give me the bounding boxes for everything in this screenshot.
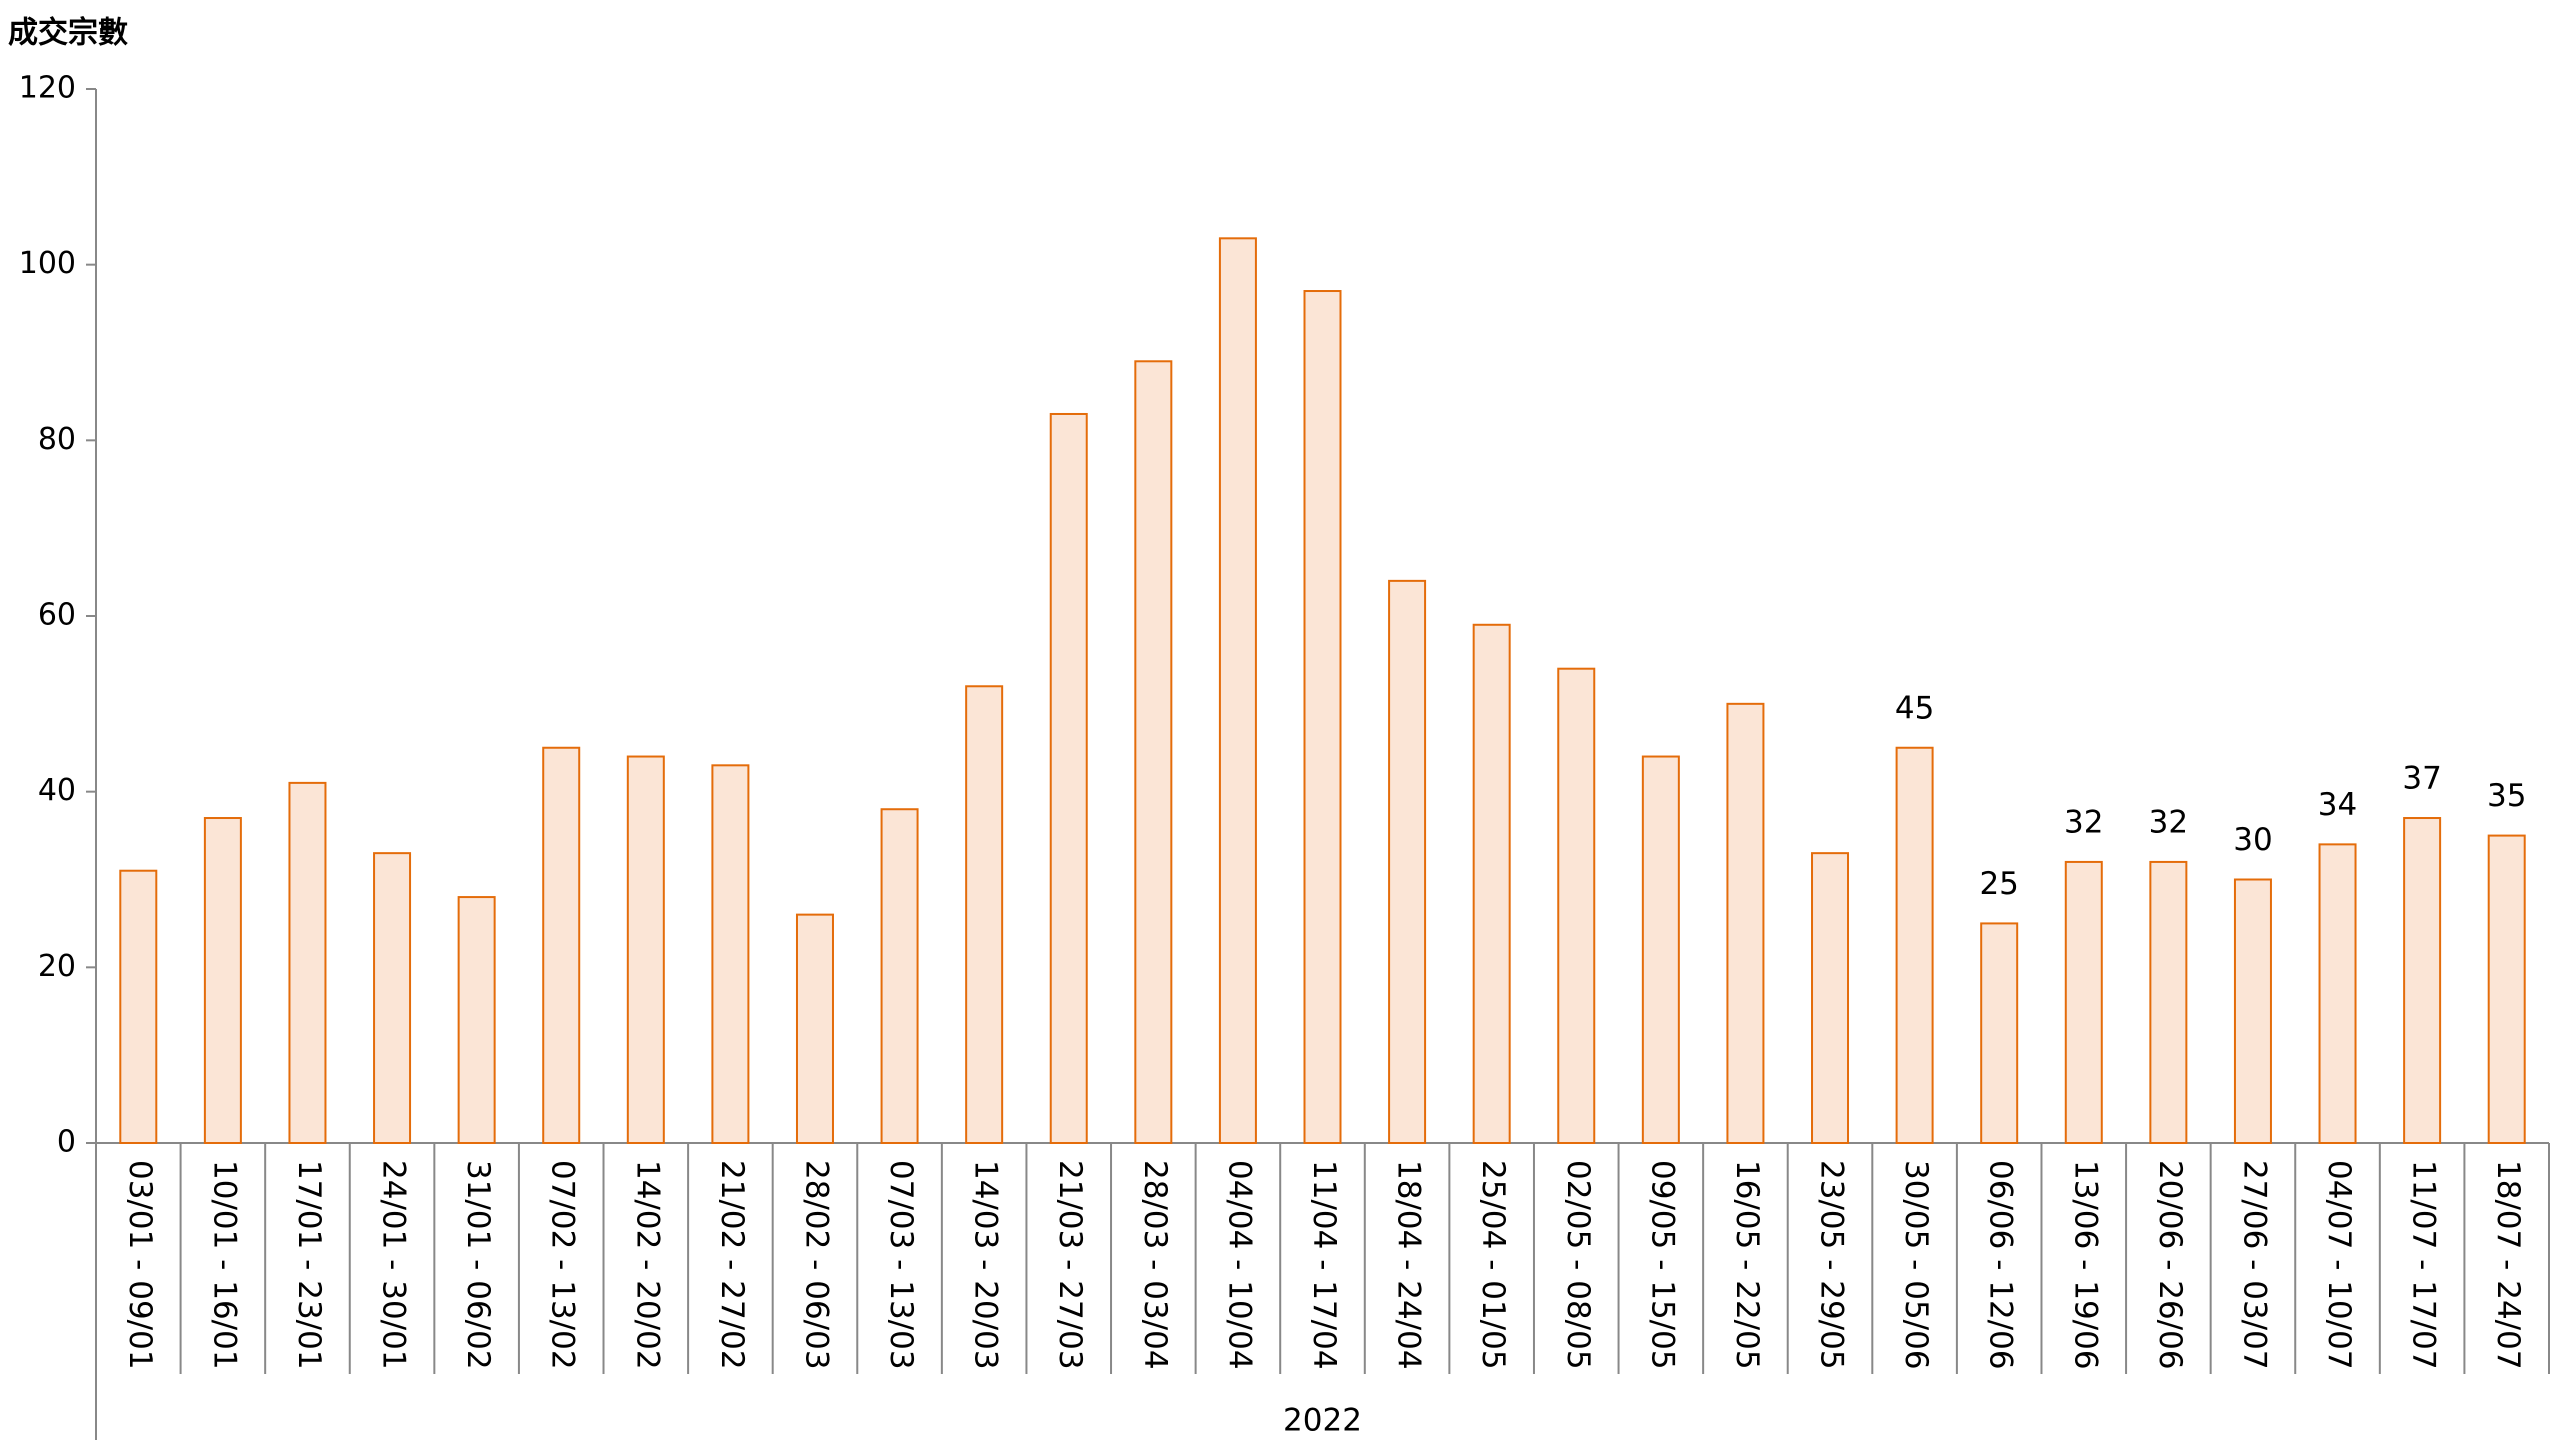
x-group-label: 2022	[1283, 1403, 1362, 1439]
bar	[1388, 579, 1427, 1144]
bar	[2064, 860, 2103, 1145]
data-label: 32	[2149, 804, 2188, 840]
x-tick-label: 10/01 - 16/01	[206, 1160, 242, 1370]
x-tick-label: 11/04 - 17/04	[1306, 1160, 1342, 1370]
y-tick-label: 60	[38, 598, 76, 633]
y-tick-label: 40	[38, 773, 76, 808]
bar	[119, 869, 158, 1144]
x-tick-label: 17/01 - 23/01	[291, 1160, 327, 1370]
bar	[203, 817, 242, 1144]
x-tick-label: 21/02 - 27/02	[714, 1160, 750, 1370]
data-label: 37	[2402, 761, 2441, 797]
x-tick-label: 31/01 - 06/02	[460, 1160, 496, 1370]
x-tick-label: 18/07 - 24/07	[2490, 1160, 2526, 1370]
bar	[1726, 702, 1765, 1144]
y-axis-label: 成交宗數	[8, 16, 128, 51]
bar	[965, 685, 1004, 1144]
bar	[2149, 860, 2188, 1145]
bar	[711, 764, 750, 1144]
x-tick-label: 18/04 - 24/04	[1391, 1160, 1427, 1370]
bar	[288, 781, 327, 1145]
data-label: 30	[2233, 822, 2272, 858]
bar	[880, 808, 919, 1144]
bar	[2487, 834, 2526, 1144]
bar	[1303, 290, 1342, 1144]
y-tick-label: 120	[19, 71, 76, 106]
bar	[1980, 922, 2019, 1145]
bar	[1895, 746, 1934, 1144]
bar	[795, 913, 834, 1145]
x-tick-label: 28/02 - 06/03	[798, 1160, 834, 1370]
x-tick-label: 04/04 - 10/04	[1221, 1160, 1257, 1370]
x-tick-label: 23/05 - 29/05	[1814, 1160, 1850, 1370]
bar	[1811, 852, 1850, 1145]
bar	[1472, 623, 1511, 1144]
bar	[1557, 667, 1596, 1144]
x-tick-label: 03/01 - 09/01	[122, 1160, 158, 1370]
bar	[1134, 360, 1173, 1144]
x-tick-label: 13/06 - 19/06	[2067, 1160, 2103, 1370]
x-tick-label: 04/07 - 10/07	[2321, 1160, 2357, 1370]
data-label: 45	[1895, 690, 1934, 726]
bar	[373, 852, 412, 1145]
data-label: 25	[1979, 866, 2018, 902]
x-tick-label: 24/01 - 30/01	[376, 1160, 412, 1370]
bar	[1049, 412, 1088, 1144]
data-label: 34	[2318, 787, 2357, 823]
data-label: 32	[2064, 804, 2103, 840]
bar	[1641, 755, 1680, 1144]
bar	[457, 896, 496, 1144]
x-tick-label: 02/05 - 08/05	[1560, 1160, 1596, 1370]
x-tick-label: 07/02 - 13/02	[545, 1160, 581, 1370]
x-tick-label: 06/06 - 12/06	[1983, 1160, 2019, 1370]
y-tick-label: 20	[38, 949, 76, 984]
x-tick-label: 28/03 - 03/04	[1137, 1160, 1173, 1370]
data-label: 35	[2487, 778, 2526, 814]
bar	[2403, 817, 2442, 1144]
x-tick-label: 20/06 - 26/06	[2152, 1160, 2188, 1370]
bar	[2318, 843, 2357, 1144]
y-tick-label: 100	[19, 246, 76, 281]
x-tick-label: 25/04 - 01/05	[1475, 1160, 1511, 1370]
y-tick-label: 0	[57, 1125, 76, 1160]
x-tick-label: 16/05 - 22/05	[1729, 1160, 1765, 1370]
x-tick-label: 11/07 - 17/07	[2406, 1160, 2442, 1370]
y-tick-label: 80	[38, 422, 76, 457]
x-tick-label: 14/03 - 20/03	[968, 1160, 1004, 1370]
x-tick-label: 07/03 - 13/03	[883, 1160, 919, 1370]
x-tick-label: 30/05 - 05/06	[1898, 1160, 1934, 1370]
x-tick-label: 21/03 - 27/03	[1052, 1160, 1088, 1370]
x-tick-label: 27/06 - 03/07	[2236, 1160, 2272, 1370]
bar	[2233, 878, 2272, 1144]
bar	[542, 746, 581, 1144]
bar	[1218, 237, 1257, 1145]
bar	[626, 755, 665, 1144]
x-tick-label: 09/05 - 15/05	[1644, 1160, 1680, 1370]
x-tick-label: 14/02 - 20/02	[629, 1160, 665, 1370]
